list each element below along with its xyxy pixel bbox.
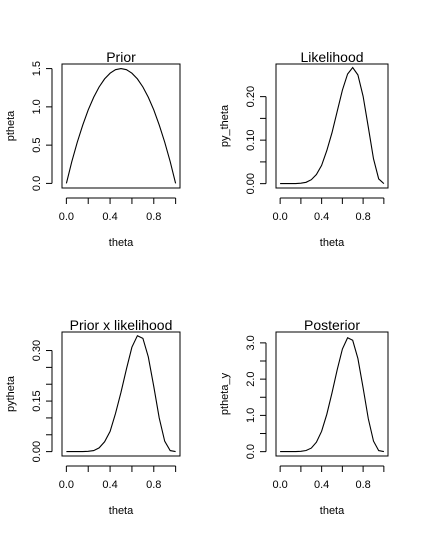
x-tick-label: 0.4 — [102, 211, 117, 223]
y-tick-label: 1.0 — [245, 408, 257, 423]
y-axis-label: ptheta — [5, 110, 17, 141]
x-tick-label: 0.8 — [355, 211, 370, 223]
x-axis-label: theta — [109, 505, 134, 517]
y-axis-label: py_theta — [219, 104, 231, 147]
x-tick-label: 0.0 — [272, 211, 287, 223]
series-line — [66, 334, 176, 453]
x-tick-label: 0.4 — [314, 479, 329, 491]
y-tick-label: 0.10 — [245, 129, 257, 150]
series-line — [65, 68, 177, 184]
plot-frame — [61, 63, 181, 189]
plot-frame — [275, 63, 389, 189]
x-axis-label: theta — [320, 237, 345, 249]
panel-title: Prior x likelihood — [70, 317, 173, 333]
x-axis-label: theta — [320, 505, 345, 517]
panel-likelihood: Likelihood theta py_theta 0.0 0.4 0.8 0.00 0… — [219, 49, 389, 249]
x-tick-label: 0.0 — [272, 479, 287, 491]
y-tick-label: 0.15 — [31, 390, 43, 411]
panel-posterior: Posterior theta ptheta_y 0.0 0.4 0.8 0.0 1.0… — [219, 317, 389, 517]
plot-frame — [275, 331, 389, 457]
y-tick-label: 0.00 — [31, 441, 43, 462]
y-tick-label: 0.20 — [245, 86, 257, 107]
x-tick-label: 0.0 — [59, 479, 74, 491]
x-axis-label: theta — [109, 237, 134, 249]
panel-title: Posterior — [304, 317, 360, 333]
x-tick-label: 0.0 — [59, 211, 74, 223]
panel-title: Prior — [106, 49, 136, 65]
y-tick-label: 2.0 — [245, 371, 257, 386]
series-line — [280, 337, 385, 453]
panel-title: Likelihood — [300, 49, 363, 65]
y-tick-label: 1.5 — [31, 61, 43, 76]
y-axis-label: pytheta — [5, 375, 17, 412]
y-tick-label: 3.0 — [245, 335, 257, 350]
plot-frame — [61, 331, 181, 457]
x-tick-label: 0.8 — [146, 211, 161, 223]
y-axis-label: ptheta_y — [219, 372, 231, 415]
y-tick-label: 1.0 — [31, 99, 43, 114]
panel-prior: Prior theta ptheta 0.0 0.4 0.8 0.0 0.5 1.0 1.5 — [5, 49, 181, 249]
x-tick-label: 0.4 — [314, 211, 329, 223]
series-line — [280, 66, 385, 185]
y-tick-label: 0.30 — [31, 340, 43, 361]
x-tick-label: 0.4 — [102, 479, 117, 491]
panel-prior-x-likelihood: Prior x likelihood theta pytheta 0.0 0.4 0… — [5, 317, 181, 517]
y-tick-label: 0.5 — [31, 137, 43, 152]
x-tick-label: 0.8 — [146, 479, 161, 491]
y-tick-label: 0.0 — [245, 444, 257, 459]
y-tick-label: 0.00 — [245, 173, 257, 194]
x-tick-label: 0.8 — [355, 479, 370, 491]
y-tick-label: 0.0 — [31, 176, 43, 191]
